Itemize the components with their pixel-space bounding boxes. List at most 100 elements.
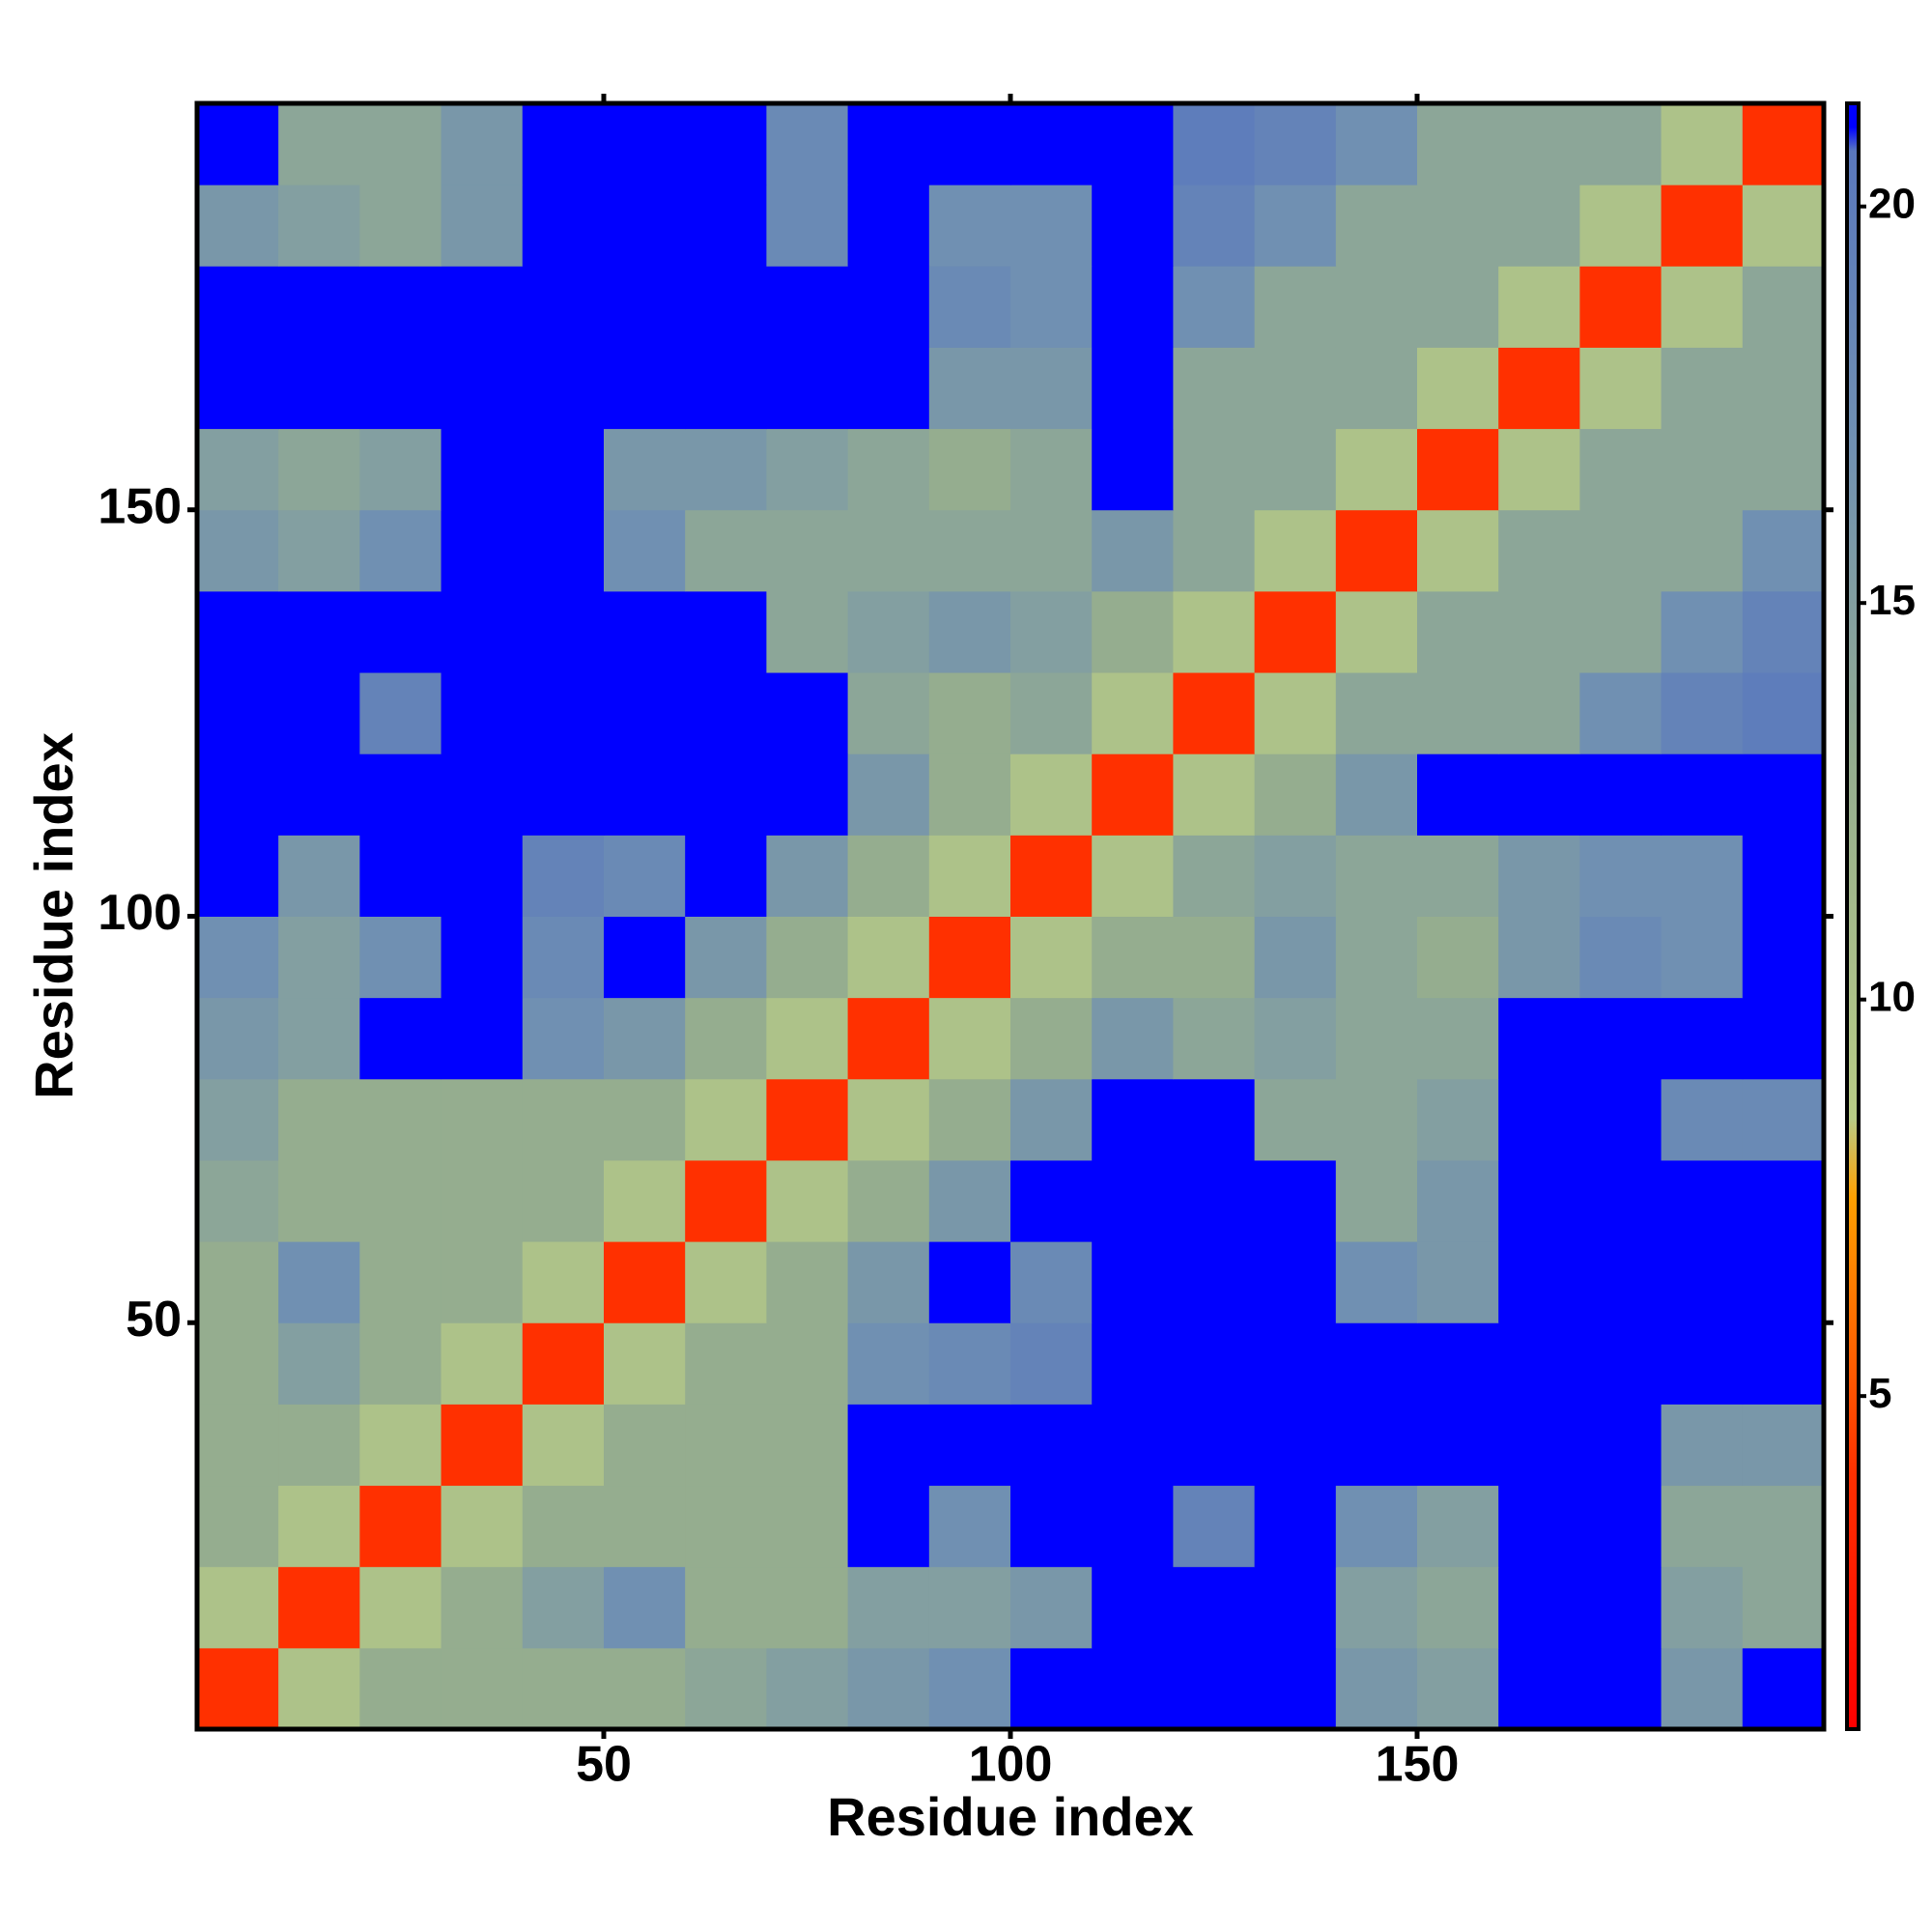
heatmap-cell [278,1078,360,1161]
heatmap-cell [1254,753,1337,836]
colorbar-tick-label: 15 [1868,577,1916,624]
heatmap-cell [847,590,930,673]
heatmap-cell [1254,185,1337,267]
heatmap-cell [359,1159,442,1242]
heatmap-cell [197,428,279,511]
heatmap-cell [604,590,686,673]
heatmap-cell [1335,753,1418,836]
heatmap-cell [1173,185,1256,267]
heatmap-cell [1092,1485,1174,1568]
heatmap-cell [1742,916,1825,999]
heatmap-cell [1579,185,1662,267]
heatmap-cell [197,1566,279,1649]
heatmap-cell [685,1566,767,1649]
heatmap-cell [1335,997,1418,1080]
heatmap-cell [440,590,524,673]
heatmap-cell [1661,1647,1744,1730]
heatmap-cell [1742,1241,1825,1323]
heatmap-cell [1579,916,1662,999]
heatmap-cell [278,347,360,430]
heatmap-cell [278,753,360,836]
heatmap-cell [359,103,442,185]
heatmap-cell [1173,672,1256,754]
y-axis-label: Residue index [23,732,84,1099]
heatmap-cell [847,103,930,185]
heatmap-cell [604,1647,686,1730]
heatmap-cell [928,1485,1011,1568]
heatmap-cell [440,753,524,836]
heatmap-cell [359,835,442,917]
heatmap-cell [1579,1241,1662,1323]
heatmap-cell [1010,185,1093,267]
heatmap-cell [928,997,1011,1080]
heatmap-cell [604,509,686,592]
heatmap-cell [1417,509,1499,592]
heatmap-cell [847,1078,930,1161]
heatmap-cell [197,509,279,592]
heatmap-cell [1254,1485,1337,1568]
heatmap-cell [1742,1078,1825,1161]
heatmap-cell [1010,509,1093,592]
heatmap-cell [1092,347,1174,430]
heatmap-cell [1661,997,1744,1080]
heatmap-cell [1742,347,1825,430]
heatmap-cell [522,1404,605,1487]
heatmap-cell [1417,103,1499,185]
heatmap-cell [766,428,849,511]
heatmap-cell [604,1241,686,1323]
heatmap-cell [1742,1159,1825,1242]
heatmap-cell [359,753,442,836]
heatmap-cell [1417,185,1499,267]
heatmap-cell [522,1078,605,1161]
heatmap-cell [278,1566,360,1649]
heatmap-cell [440,1322,524,1405]
heatmap-cell [522,590,605,673]
heatmap-cell [359,672,442,754]
heatmap-cell [847,1404,930,1487]
heatmap-cell [685,1159,767,1242]
heatmap [197,103,1825,1730]
heatmap-cell [766,1322,849,1405]
heatmap-cell [1092,590,1174,673]
heatmap-cell [197,103,279,185]
heatmap-cell [1173,1647,1256,1730]
heatmap-cell [1254,1404,1337,1487]
heatmap-cell [440,1241,524,1323]
heatmap-cell [1092,1322,1174,1405]
heatmap-cell [604,1566,686,1649]
y-tick-label: 150 [98,478,182,534]
heatmap-cell [847,1485,930,1568]
heatmap-cell [1173,266,1256,348]
heatmap-cell [1742,1404,1825,1487]
heatmap-cell [847,753,930,836]
heatmap-cell [1661,835,1744,917]
heatmap-cell [766,1078,849,1161]
heatmap-cell [685,997,767,1080]
heatmap-cell [1335,835,1418,917]
heatmap-cell [522,103,605,185]
heatmap-cell [440,1485,524,1568]
heatmap-cell [1661,672,1744,754]
heatmap-cell [1092,1566,1174,1649]
heatmap-cell [359,590,442,673]
heatmap-cell [1661,347,1744,430]
heatmap-cell [1579,428,1662,511]
heatmap-cell [1254,1322,1337,1405]
heatmap-cell [928,428,1011,511]
heatmap-cell [1092,835,1174,917]
heatmap-cell [278,916,360,999]
heatmap-cell [1010,590,1093,673]
heatmap-cell [1498,1078,1580,1161]
heatmap-cell [847,347,930,430]
heatmap-cell [1579,509,1662,592]
heatmap-cell [1579,347,1662,430]
heatmap-cell [766,1159,849,1242]
heatmap-cell [928,1241,1011,1323]
heatmap-cell [604,1322,686,1405]
heatmap-cell [1661,185,1744,267]
colorbar [1845,101,1861,1731]
heatmap-cell [685,753,767,836]
heatmap-cell [440,1078,524,1161]
heatmap-cell [197,266,279,348]
